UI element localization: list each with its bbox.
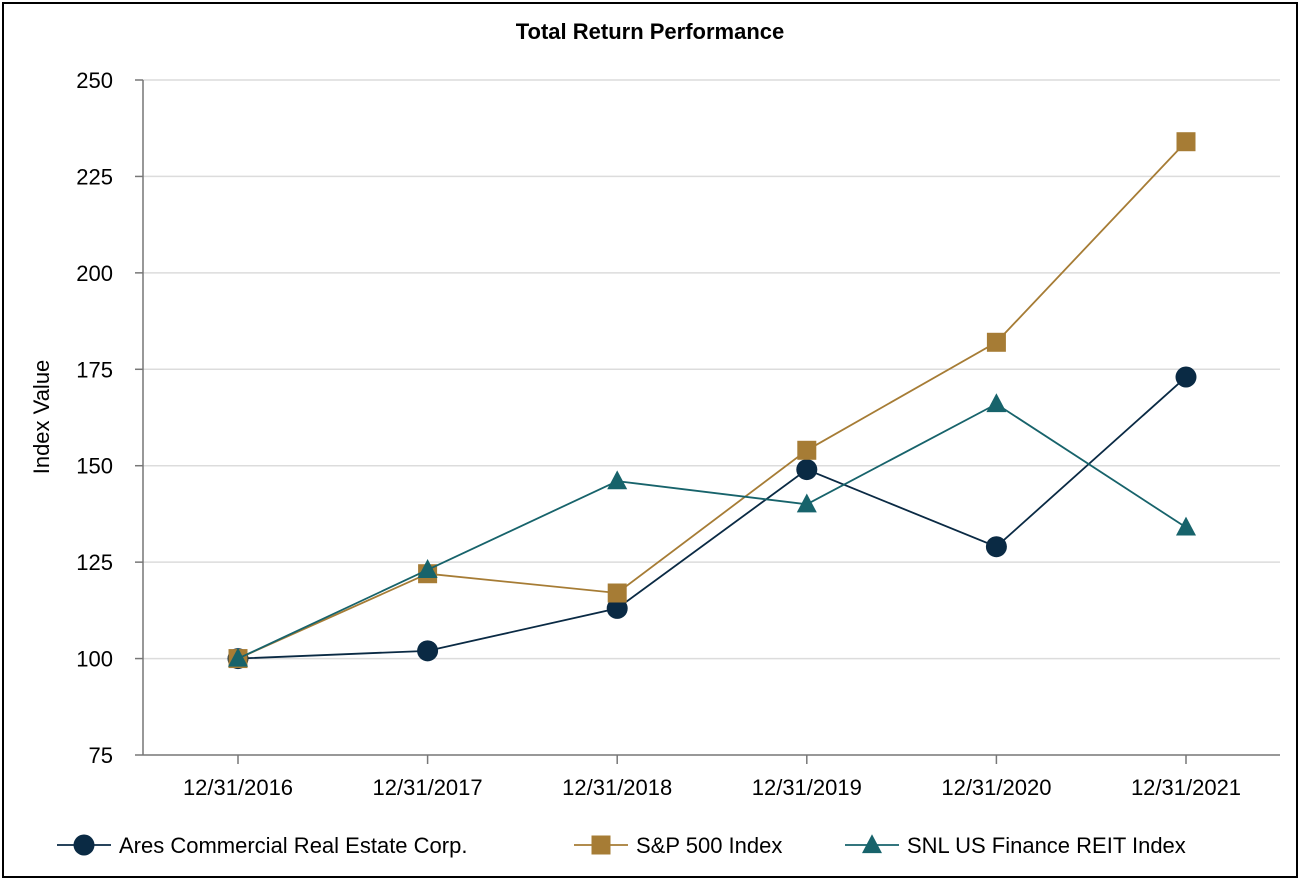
series-line [237, 402, 1187, 660]
data-point [796, 459, 818, 481]
legend-marker [591, 835, 611, 855]
series-line [237, 376, 1187, 660]
series-1 [227, 366, 1197, 670]
axes [135, 79, 1280, 764]
data-point [1176, 132, 1196, 152]
legend-entry: SNL US Finance REIT Index [845, 833, 1186, 858]
y-tick-label: 100 [76, 647, 113, 672]
data-point [607, 583, 627, 603]
data-point [986, 393, 1007, 413]
y-tick-label: 250 [76, 68, 113, 93]
x-tick-label: 12/31/2021 [1131, 775, 1241, 800]
data-point [986, 332, 1006, 352]
series-layer [227, 132, 1197, 670]
y-axis-title: Index Value [29, 360, 54, 475]
data-point [606, 597, 628, 619]
legend-marker [862, 834, 882, 854]
x-tick-label: 12/31/2017 [373, 775, 483, 800]
data-point [797, 440, 817, 460]
y-tick-label: 75 [89, 743, 113, 768]
data-point [985, 536, 1007, 558]
x-tick-label: 12/31/2016 [183, 775, 293, 800]
legend-entry: S&P 500 Index [574, 833, 782, 858]
y-tick-label: 200 [76, 261, 113, 286]
series-line [237, 141, 1187, 660]
gridlines [143, 79, 1280, 660]
legend-label: Ares Commercial Real Estate Corp. [119, 833, 467, 858]
data-point [228, 647, 248, 667]
x-tick-label: 12/31/2020 [941, 775, 1051, 800]
data-point [1176, 516, 1196, 536]
series-3 [228, 393, 1196, 667]
y-tick-labels: 75 100 125 150 175 200 225 250 [76, 68, 113, 768]
legend-entry: Ares Commercial Real Estate Corp. [57, 833, 467, 858]
series-2 [228, 132, 1196, 669]
data-point [607, 470, 628, 490]
x-tick-label: 12/31/2018 [562, 775, 672, 800]
chart-title: Total Return Performance [516, 19, 785, 44]
legend: Ares Commercial Real Estate Corp. S&P 500… [57, 833, 1186, 858]
data-point [1175, 366, 1197, 388]
y-tick-label: 225 [76, 164, 113, 189]
y-tick-label: 175 [76, 357, 113, 382]
data-point [417, 559, 438, 578]
legend-label: SNL US Finance REIT Index [907, 833, 1186, 858]
data-point [417, 640, 439, 662]
x-tick-label: 12/31/2019 [752, 775, 862, 800]
y-tick-label: 150 [76, 454, 113, 479]
data-point [796, 493, 817, 513]
x-tick-labels: 12/31/2016 12/31/2017 12/31/2018 12/31/2019… [183, 775, 1241, 800]
legend-marker [73, 834, 95, 856]
legend-label: S&P 500 Index [636, 833, 782, 858]
y-tick-label: 125 [76, 550, 113, 575]
